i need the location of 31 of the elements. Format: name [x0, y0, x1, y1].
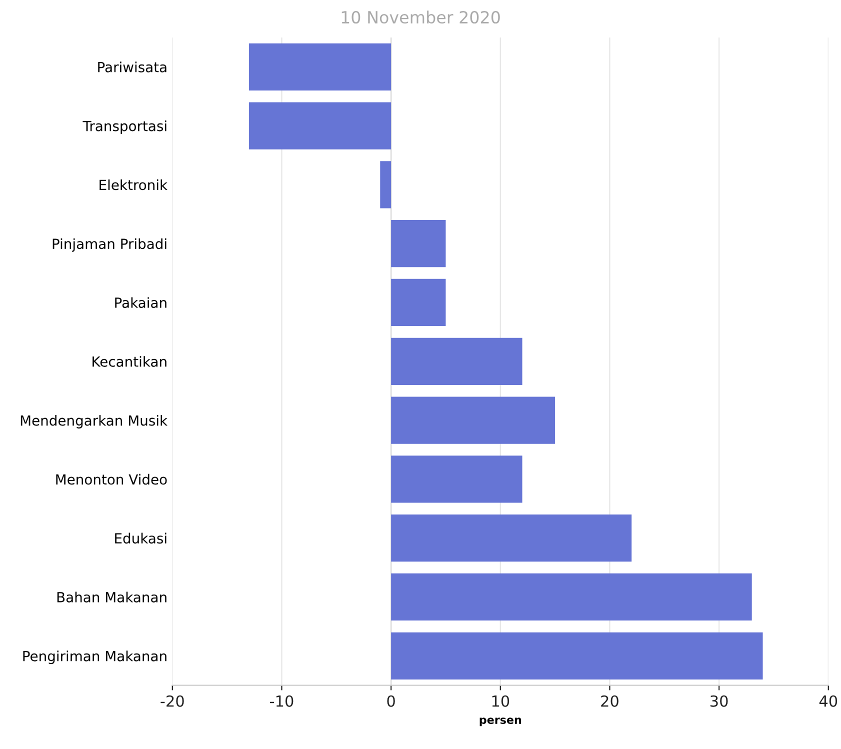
y-tick-label: Pengiriman Makanan: [23, 650, 166, 664]
bar: [248, 43, 392, 90]
x-tick-label: -20: [160, 695, 184, 707]
x-axis-title: persen: [480, 718, 522, 726]
bar: [248, 102, 392, 150]
y-tick-label: Elektronik: [100, 179, 168, 190]
y-tick-label: Kecantikan: [92, 356, 166, 367]
y-tick-label: Pariwisata: [98, 62, 166, 72]
bar: [391, 278, 446, 326]
y-tick-label: Pinjaman Pribadi: [52, 238, 166, 252]
bar: [380, 161, 392, 208]
y-tick-label: Transportasi: [82, 120, 166, 134]
x-tick-label: -10: [270, 695, 294, 707]
y-tick-label: Mendengarkan Musik: [20, 415, 168, 428]
x-tick-label: 20: [601, 695, 618, 707]
text: 10 November 2020: [342, 10, 500, 24]
bar: [391, 632, 763, 680]
bar: [391, 573, 752, 621]
x-tick-label: 10: [492, 695, 510, 707]
bar: [391, 338, 522, 385]
x-tick-label: 30: [710, 695, 728, 707]
x-tick-label: 40: [819, 695, 838, 707]
y-tick-label: Bahan Makanan: [57, 592, 166, 602]
x-tick-label: 0: [387, 695, 395, 707]
bar: [391, 514, 632, 562]
bar: [391, 396, 556, 444]
y-tick-label: Menonton Video: [56, 474, 167, 485]
y-tick-label: Edukasi: [115, 532, 166, 544]
bar: [391, 220, 446, 268]
y-tick-label: Pakaian: [115, 297, 166, 308]
bar: [391, 456, 522, 503]
